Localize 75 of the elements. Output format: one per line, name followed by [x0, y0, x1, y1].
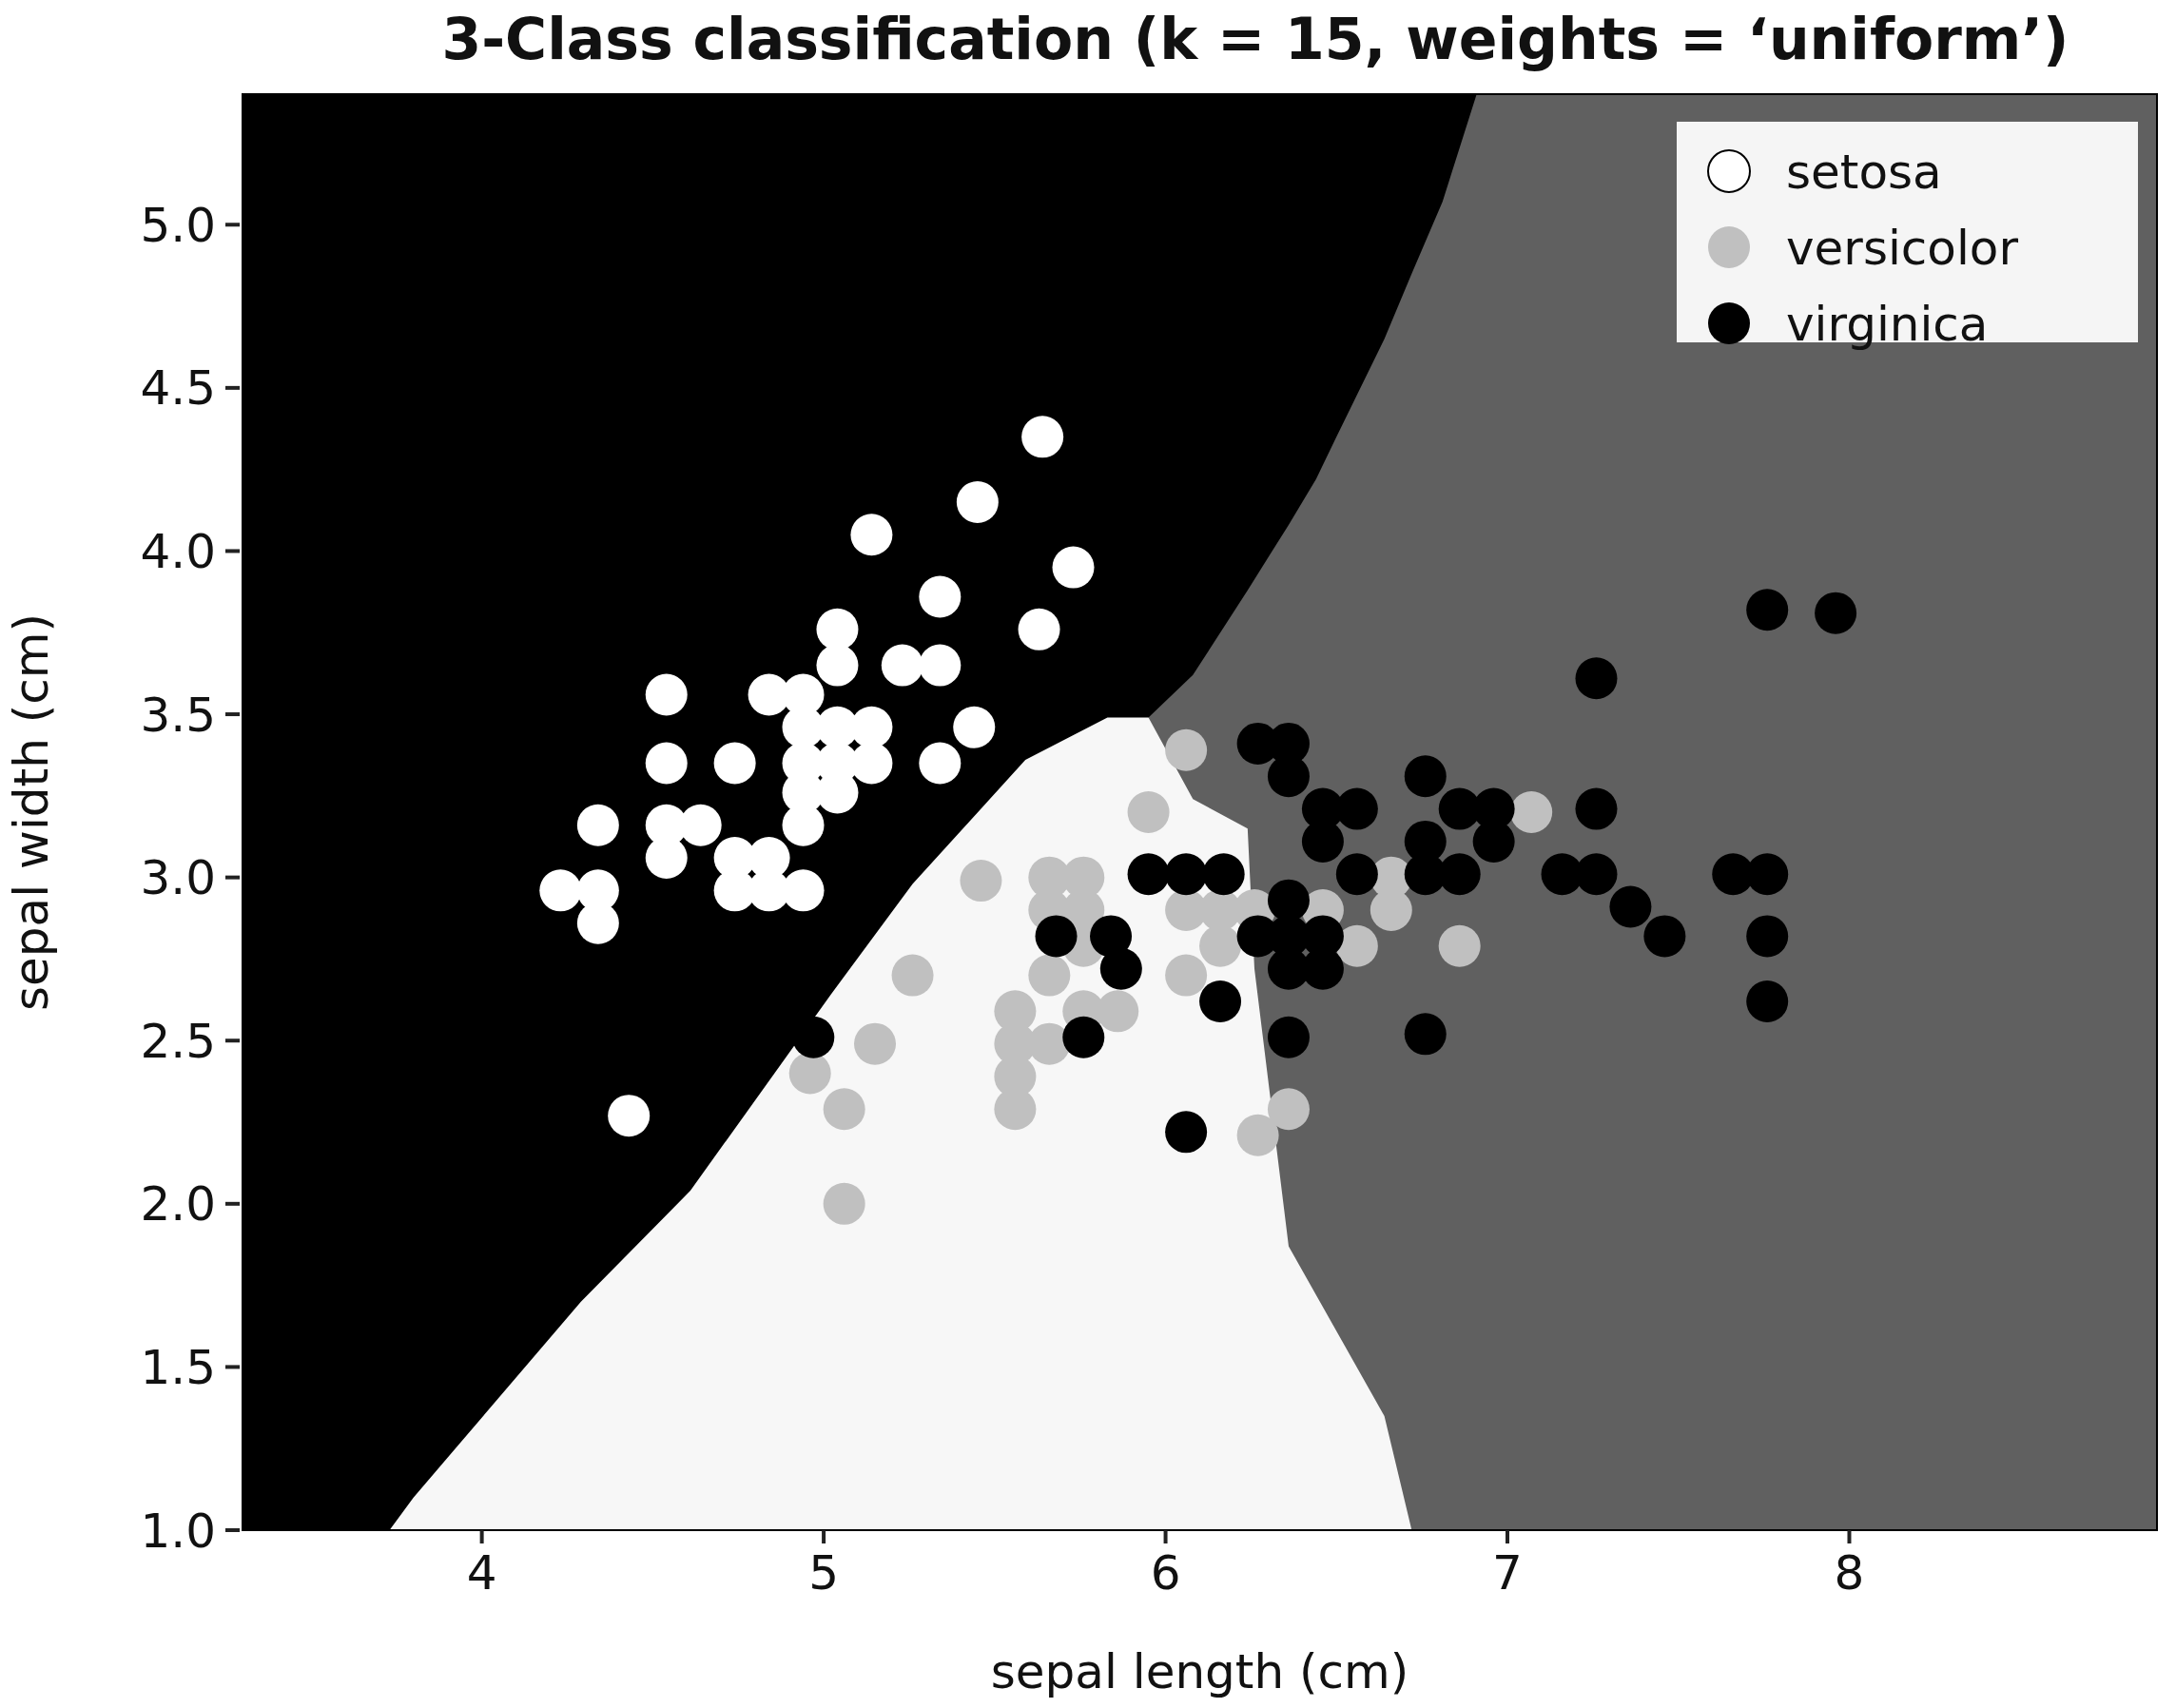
point: [1335, 853, 1378, 896]
point: [1267, 1016, 1310, 1058]
point: [645, 673, 688, 716]
point: [1018, 608, 1060, 650]
legend-label: versicolor: [1786, 220, 2019, 276]
point: [1267, 1088, 1310, 1131]
point: [1609, 885, 1652, 928]
point: [576, 804, 619, 846]
point: [788, 1052, 831, 1095]
point: [919, 575, 962, 618]
point: [1746, 589, 1789, 631]
point: [953, 706, 996, 748]
point: [956, 480, 999, 523]
point: [1510, 791, 1553, 833]
point: [1438, 924, 1481, 967]
point: [850, 514, 893, 556]
y-tick-label: 5.0: [140, 197, 216, 253]
x-tick-label: 7: [1492, 1545, 1523, 1601]
y-tick-label: 2.5: [140, 1013, 216, 1069]
point: [816, 644, 859, 687]
point: [891, 954, 934, 997]
point: [881, 644, 923, 687]
point: [816, 608, 859, 650]
y-tick-label: 3.5: [140, 687, 216, 743]
y-tick-label: 2.0: [140, 1176, 216, 1232]
y-tick-label: 1.0: [140, 1503, 216, 1559]
point: [645, 742, 688, 785]
y-tick-label: 1.5: [140, 1339, 216, 1395]
point: [919, 644, 962, 687]
legend-label: virginica: [1786, 296, 1989, 352]
point: [792, 1016, 835, 1058]
point: [823, 1088, 865, 1131]
y-tick-label: 4.0: [140, 523, 216, 579]
point: [1021, 416, 1064, 458]
y-tick-label: 4.5: [140, 360, 216, 417]
point: [1028, 954, 1071, 997]
point: [1035, 915, 1078, 958]
point: [919, 742, 962, 785]
point: [1090, 915, 1133, 958]
point: [1575, 787, 1618, 830]
point: [823, 1182, 865, 1225]
point: [1236, 1114, 1279, 1156]
x-axis-title: sepal length (cm): [990, 1644, 1409, 1699]
point: [1404, 755, 1447, 798]
point: [1062, 1016, 1105, 1058]
point: [1643, 915, 1686, 958]
point: [1746, 980, 1789, 1023]
point: [1404, 1013, 1447, 1056]
point: [1575, 657, 1618, 700]
point: [1746, 915, 1789, 958]
x-tick-label: 4: [466, 1545, 497, 1601]
point: [1165, 954, 1208, 997]
point: [1165, 1111, 1208, 1154]
legend-label: setosa: [1786, 144, 1942, 200]
chart-title: 3-Class classification (k = 15, weights = ‘uniform’): [441, 6, 2069, 72]
point: [960, 860, 1002, 903]
point: [713, 742, 756, 785]
point: [608, 1095, 651, 1137]
point: [1165, 728, 1208, 771]
x-tick-label: 8: [1834, 1545, 1865, 1601]
x-tick-label: 5: [808, 1545, 839, 1601]
y-tick-label: 3.0: [140, 850, 216, 906]
point: [1165, 853, 1208, 896]
point: [1815, 592, 1857, 634]
point: [539, 869, 582, 912]
point: [1127, 791, 1170, 833]
point: [1099, 947, 1142, 990]
point: [1052, 546, 1095, 589]
point: [1202, 853, 1245, 896]
point: [854, 1022, 897, 1065]
point: [1127, 853, 1170, 896]
point: [1335, 924, 1378, 967]
y-axis-title: sepal width (cm): [4, 613, 59, 1011]
point: [1199, 980, 1242, 1023]
x-tick-label: 6: [1150, 1545, 1181, 1601]
